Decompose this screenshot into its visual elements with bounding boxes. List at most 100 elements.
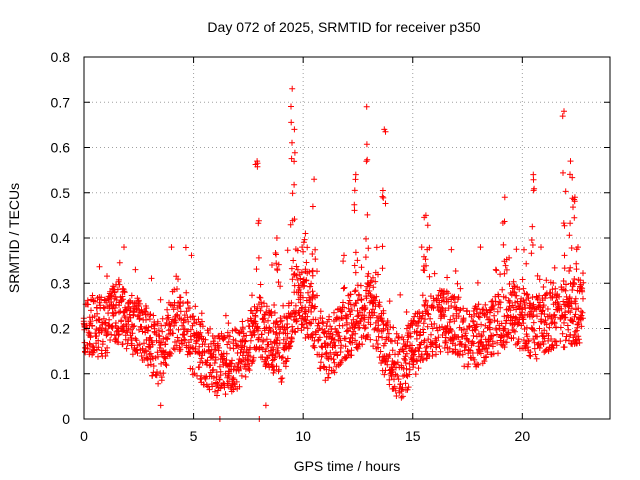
data-point	[426, 273, 433, 280]
data-point	[357, 282, 364, 289]
data-point	[501, 270, 508, 277]
data-point	[104, 349, 111, 356]
data-point	[192, 345, 199, 352]
data-point	[540, 341, 547, 347]
data-point	[527, 349, 534, 356]
data-point	[132, 266, 139, 273]
data-point	[379, 187, 386, 194]
data-point	[491, 306, 497, 312]
data-point	[292, 302, 299, 309]
data-point	[400, 348, 407, 355]
data-point	[444, 323, 451, 329]
data-point	[571, 194, 578, 201]
data-point	[274, 321, 281, 328]
data-point	[474, 361, 480, 368]
data-point	[552, 285, 559, 292]
data-point	[513, 306, 520, 313]
data-point	[438, 304, 445, 311]
data-point	[510, 327, 517, 334]
data-point	[541, 311, 548, 318]
data-point	[362, 324, 369, 331]
data-point	[221, 334, 228, 341]
data-point	[278, 355, 285, 361]
data-point	[495, 293, 502, 300]
data-point	[572, 295, 579, 302]
data-point	[208, 381, 215, 388]
data-point	[180, 317, 187, 324]
data-point	[448, 303, 455, 309]
data-point	[381, 126, 388, 133]
data-point	[365, 332, 372, 338]
data-point	[431, 320, 438, 327]
data-point	[243, 332, 250, 339]
data-point	[349, 332, 355, 338]
data-point	[489, 343, 496, 350]
data-point	[164, 306, 171, 313]
data-point	[363, 158, 370, 165]
data-point	[557, 338, 564, 345]
data-point	[303, 259, 310, 266]
data-point	[121, 327, 127, 334]
data-point	[375, 271, 381, 278]
data-point	[451, 299, 458, 306]
data-point	[275, 279, 282, 286]
data-point	[570, 318, 577, 325]
data-point	[412, 371, 419, 378]
data-point	[410, 351, 417, 358]
data-point	[567, 158, 574, 165]
data-point	[380, 310, 387, 317]
data-point	[170, 306, 177, 313]
data-point	[284, 330, 291, 337]
data-point	[385, 355, 392, 362]
data-point	[358, 315, 365, 322]
data-point	[172, 339, 178, 345]
data-point	[247, 337, 254, 344]
data-point	[502, 262, 509, 269]
data-point	[513, 292, 520, 299]
data-point	[182, 337, 189, 344]
data-point	[136, 315, 143, 322]
data-point	[528, 250, 535, 257]
data-point	[204, 357, 211, 364]
data-point	[141, 340, 147, 347]
data-point	[501, 332, 507, 339]
data-point	[542, 317, 549, 324]
data-point	[389, 366, 396, 373]
data-point	[89, 292, 96, 299]
data-point	[372, 278, 379, 285]
data-point	[239, 352, 246, 359]
data-point	[212, 346, 219, 353]
data-point	[299, 244, 306, 251]
data-point	[274, 267, 281, 274]
data-point	[568, 305, 575, 312]
data-point	[506, 281, 513, 287]
data-point	[424, 310, 431, 317]
data-point	[124, 329, 131, 336]
data-point	[337, 337, 344, 344]
y-tick-label: 0.2	[51, 321, 71, 337]
data-point	[308, 320, 315, 327]
data-point	[494, 308, 501, 315]
data-point	[470, 318, 477, 325]
data-point	[393, 393, 400, 399]
data-point	[99, 341, 106, 348]
data-point	[479, 306, 486, 313]
data-point	[566, 232, 573, 239]
data-point	[261, 327, 268, 334]
data-point	[501, 218, 508, 225]
data-point	[410, 364, 417, 371]
data-point	[486, 342, 492, 349]
data-point	[379, 193, 386, 200]
data-point	[84, 345, 91, 352]
data-point	[534, 313, 540, 320]
data-point	[483, 345, 490, 352]
data-point	[309, 334, 316, 341]
data-point	[88, 307, 94, 314]
data-point	[547, 289, 554, 296]
data-point	[466, 323, 473, 330]
data-point	[312, 246, 319, 253]
data-point	[279, 354, 286, 361]
data-point	[117, 308, 124, 315]
data-point	[327, 340, 334, 347]
data-point	[309, 203, 316, 210]
